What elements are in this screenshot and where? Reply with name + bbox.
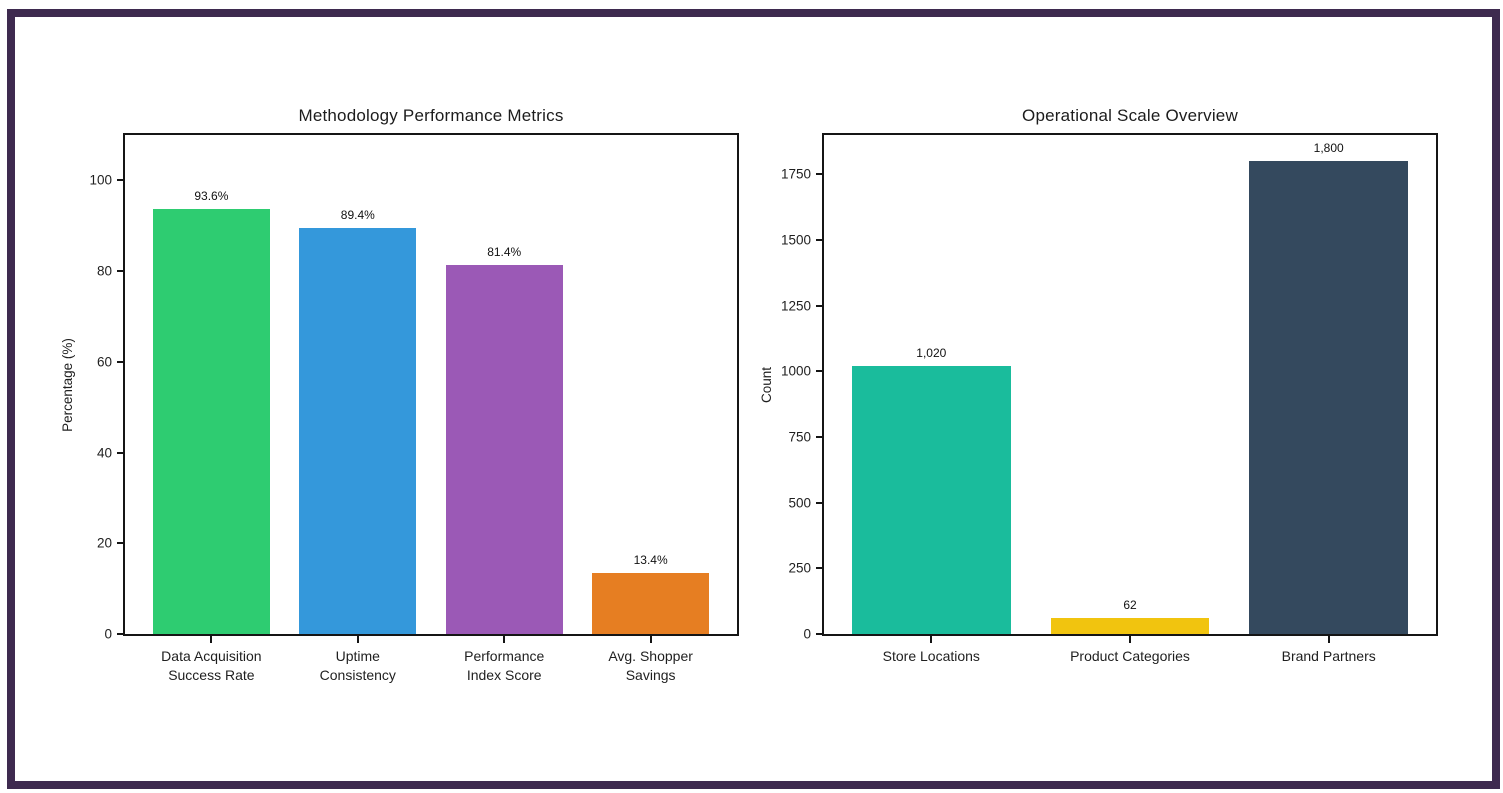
- bar: [1050, 617, 1210, 634]
- y-tick-label: 1750: [780, 166, 811, 182]
- x-tick-mark: [930, 636, 933, 643]
- x-tick-label: Performance Index Score: [464, 648, 545, 684]
- y-tick-label: 1000: [780, 363, 811, 379]
- x-tick-mark: [1129, 636, 1131, 643]
- bar-value-label: 1,020: [916, 346, 947, 361]
- y-tick-label: 100: [89, 172, 112, 188]
- y-tick-mark: [816, 436, 824, 439]
- y-tick-mark: [816, 501, 824, 504]
- y-tick-label: 500: [788, 495, 811, 511]
- bar-chart: Methodology Performance Metrics Percenta…: [60, 104, 739, 724]
- x-tick-mark: [356, 636, 359, 643]
- y-tick-mark: [117, 542, 125, 545]
- y-axis-label: Percentage (%): [60, 337, 75, 432]
- y-tick-label: 250: [788, 560, 811, 576]
- x-tick-label: Store Locations: [882, 648, 980, 664]
- y-tick-mark: [816, 567, 824, 570]
- y-tick-mark: [816, 304, 824, 307]
- bar: [592, 573, 710, 634]
- bar: [445, 264, 563, 634]
- y-tick-mark: [117, 270, 125, 273]
- y-tick-label: 750: [788, 429, 811, 445]
- bar-chart: Operational Scale Overview Count 0 250 500…: [759, 104, 1438, 724]
- bar-value-label: 89.4%: [340, 208, 375, 223]
- x-tick-mark: [210, 636, 213, 643]
- plot-area: Percentage (%) 0 20 40 60 80 100 93.6% Data Acq…: [60, 133, 739, 683]
- y-tick-mark: [816, 370, 824, 373]
- y-tick-label: 40: [96, 445, 112, 461]
- y-tick-label: 80: [96, 263, 112, 279]
- y-tick-label: 20: [96, 535, 112, 551]
- x-tick-label: Product Categories: [1070, 648, 1190, 664]
- x-tick-label: Avg. Shopper Savings: [608, 648, 693, 684]
- x-tick-mark: [503, 636, 506, 643]
- y-tick-mark: [816, 633, 824, 635]
- bar-value-label: 1,800: [1313, 141, 1344, 156]
- bar: [299, 228, 417, 634]
- y-tick-label: 0: [803, 626, 811, 642]
- y-axis-label: Count: [759, 366, 774, 403]
- y-tick-mark: [117, 633, 125, 635]
- y-tick-mark: [117, 179, 125, 182]
- y-tick-label: 0: [104, 626, 112, 642]
- y-tick-mark: [816, 239, 824, 242]
- bar-value-label: 62: [1123, 597, 1137, 612]
- y-tick-label: 1500: [780, 232, 811, 248]
- bar-value-label: 13.4%: [633, 553, 668, 568]
- y-tick-mark: [117, 360, 125, 363]
- x-tick-label: Brand Partners: [1281, 648, 1376, 664]
- bar: [152, 209, 270, 634]
- bar-value-label: 81.4%: [487, 244, 522, 259]
- y-tick-label: 1250: [780, 298, 811, 314]
- y-tick-mark: [117, 451, 125, 454]
- x-tick-mark: [649, 636, 652, 643]
- y-tick-label: 60: [96, 354, 112, 370]
- x-tick-label: Uptime Consistency: [319, 648, 396, 684]
- plot-area: Count 0 250 500 750 1000 1250 1500 1750 1,020 Sto…: [759, 133, 1438, 664]
- y-tick-mark: [816, 173, 824, 176]
- bar: [851, 366, 1011, 634]
- bar-value-label: 93.6%: [194, 189, 229, 204]
- chart-title: Operational Scale Overview: [1022, 106, 1238, 125]
- x-tick-label: Data Acquisition Success Rate: [161, 648, 262, 684]
- x-tick-mark: [1327, 636, 1330, 643]
- chart-title: Methodology Performance Metrics: [298, 106, 564, 125]
- bar: [1249, 161, 1409, 634]
